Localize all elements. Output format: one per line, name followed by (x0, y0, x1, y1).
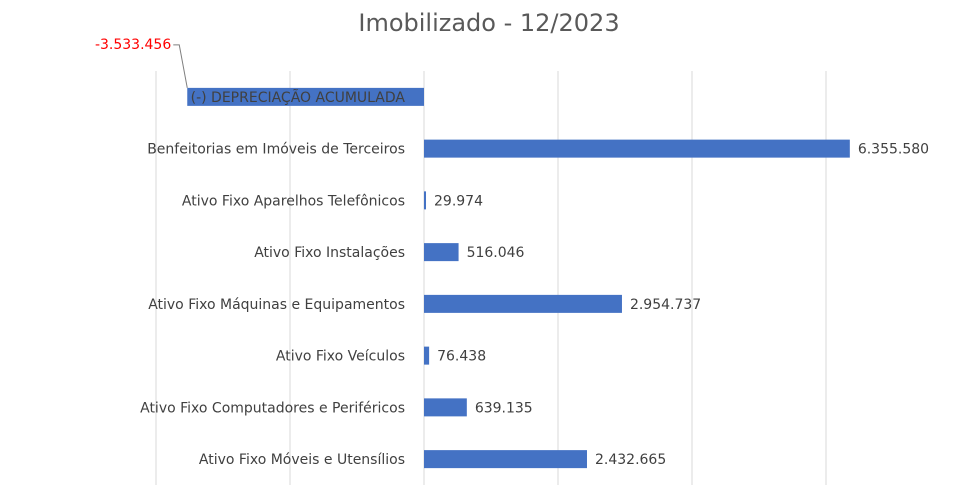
data-label: 29.974 (434, 193, 483, 209)
y-tick-label: Ativo Fixo Instalações (254, 245, 405, 261)
data-label: 6.355.580 (858, 142, 929, 158)
y-tick-label: Ativo Fixo Máquinas e Equipamentos (148, 297, 405, 313)
bar (424, 243, 459, 262)
data-label: 2.432.665 (595, 452, 666, 468)
leader-line (173, 44, 188, 88)
bar (424, 191, 427, 210)
data-label: 76.438 (437, 349, 486, 365)
bar (424, 294, 622, 313)
y-tick-label: Benfeitorias em Imóveis de Terceiros (147, 142, 405, 158)
bar (187, 87, 424, 106)
y-tick-label: Ativo Fixo Veículos (276, 349, 405, 365)
chart-title: Imobilizado - 12/2023 (358, 9, 619, 37)
bar (424, 450, 587, 469)
y-tick-label: (-) DEPRECIAÇÃO ACUMULADA (191, 89, 406, 106)
bar (424, 398, 467, 417)
data-label: 2.954.737 (630, 297, 701, 313)
y-tick-label: Ativo Fixo Aparelhos Telefônicos (182, 193, 405, 209)
data-label: 639.135 (475, 400, 533, 416)
data-label: 516.046 (467, 245, 525, 261)
bar (424, 346, 430, 365)
data-label: -3.533.456 (95, 37, 171, 53)
y-tick-label: Ativo Fixo Computadores e Periféricos (140, 400, 405, 416)
y-tick-label: Ativo Fixo Móveis e Utensílios (199, 452, 405, 468)
bar (424, 139, 850, 158)
